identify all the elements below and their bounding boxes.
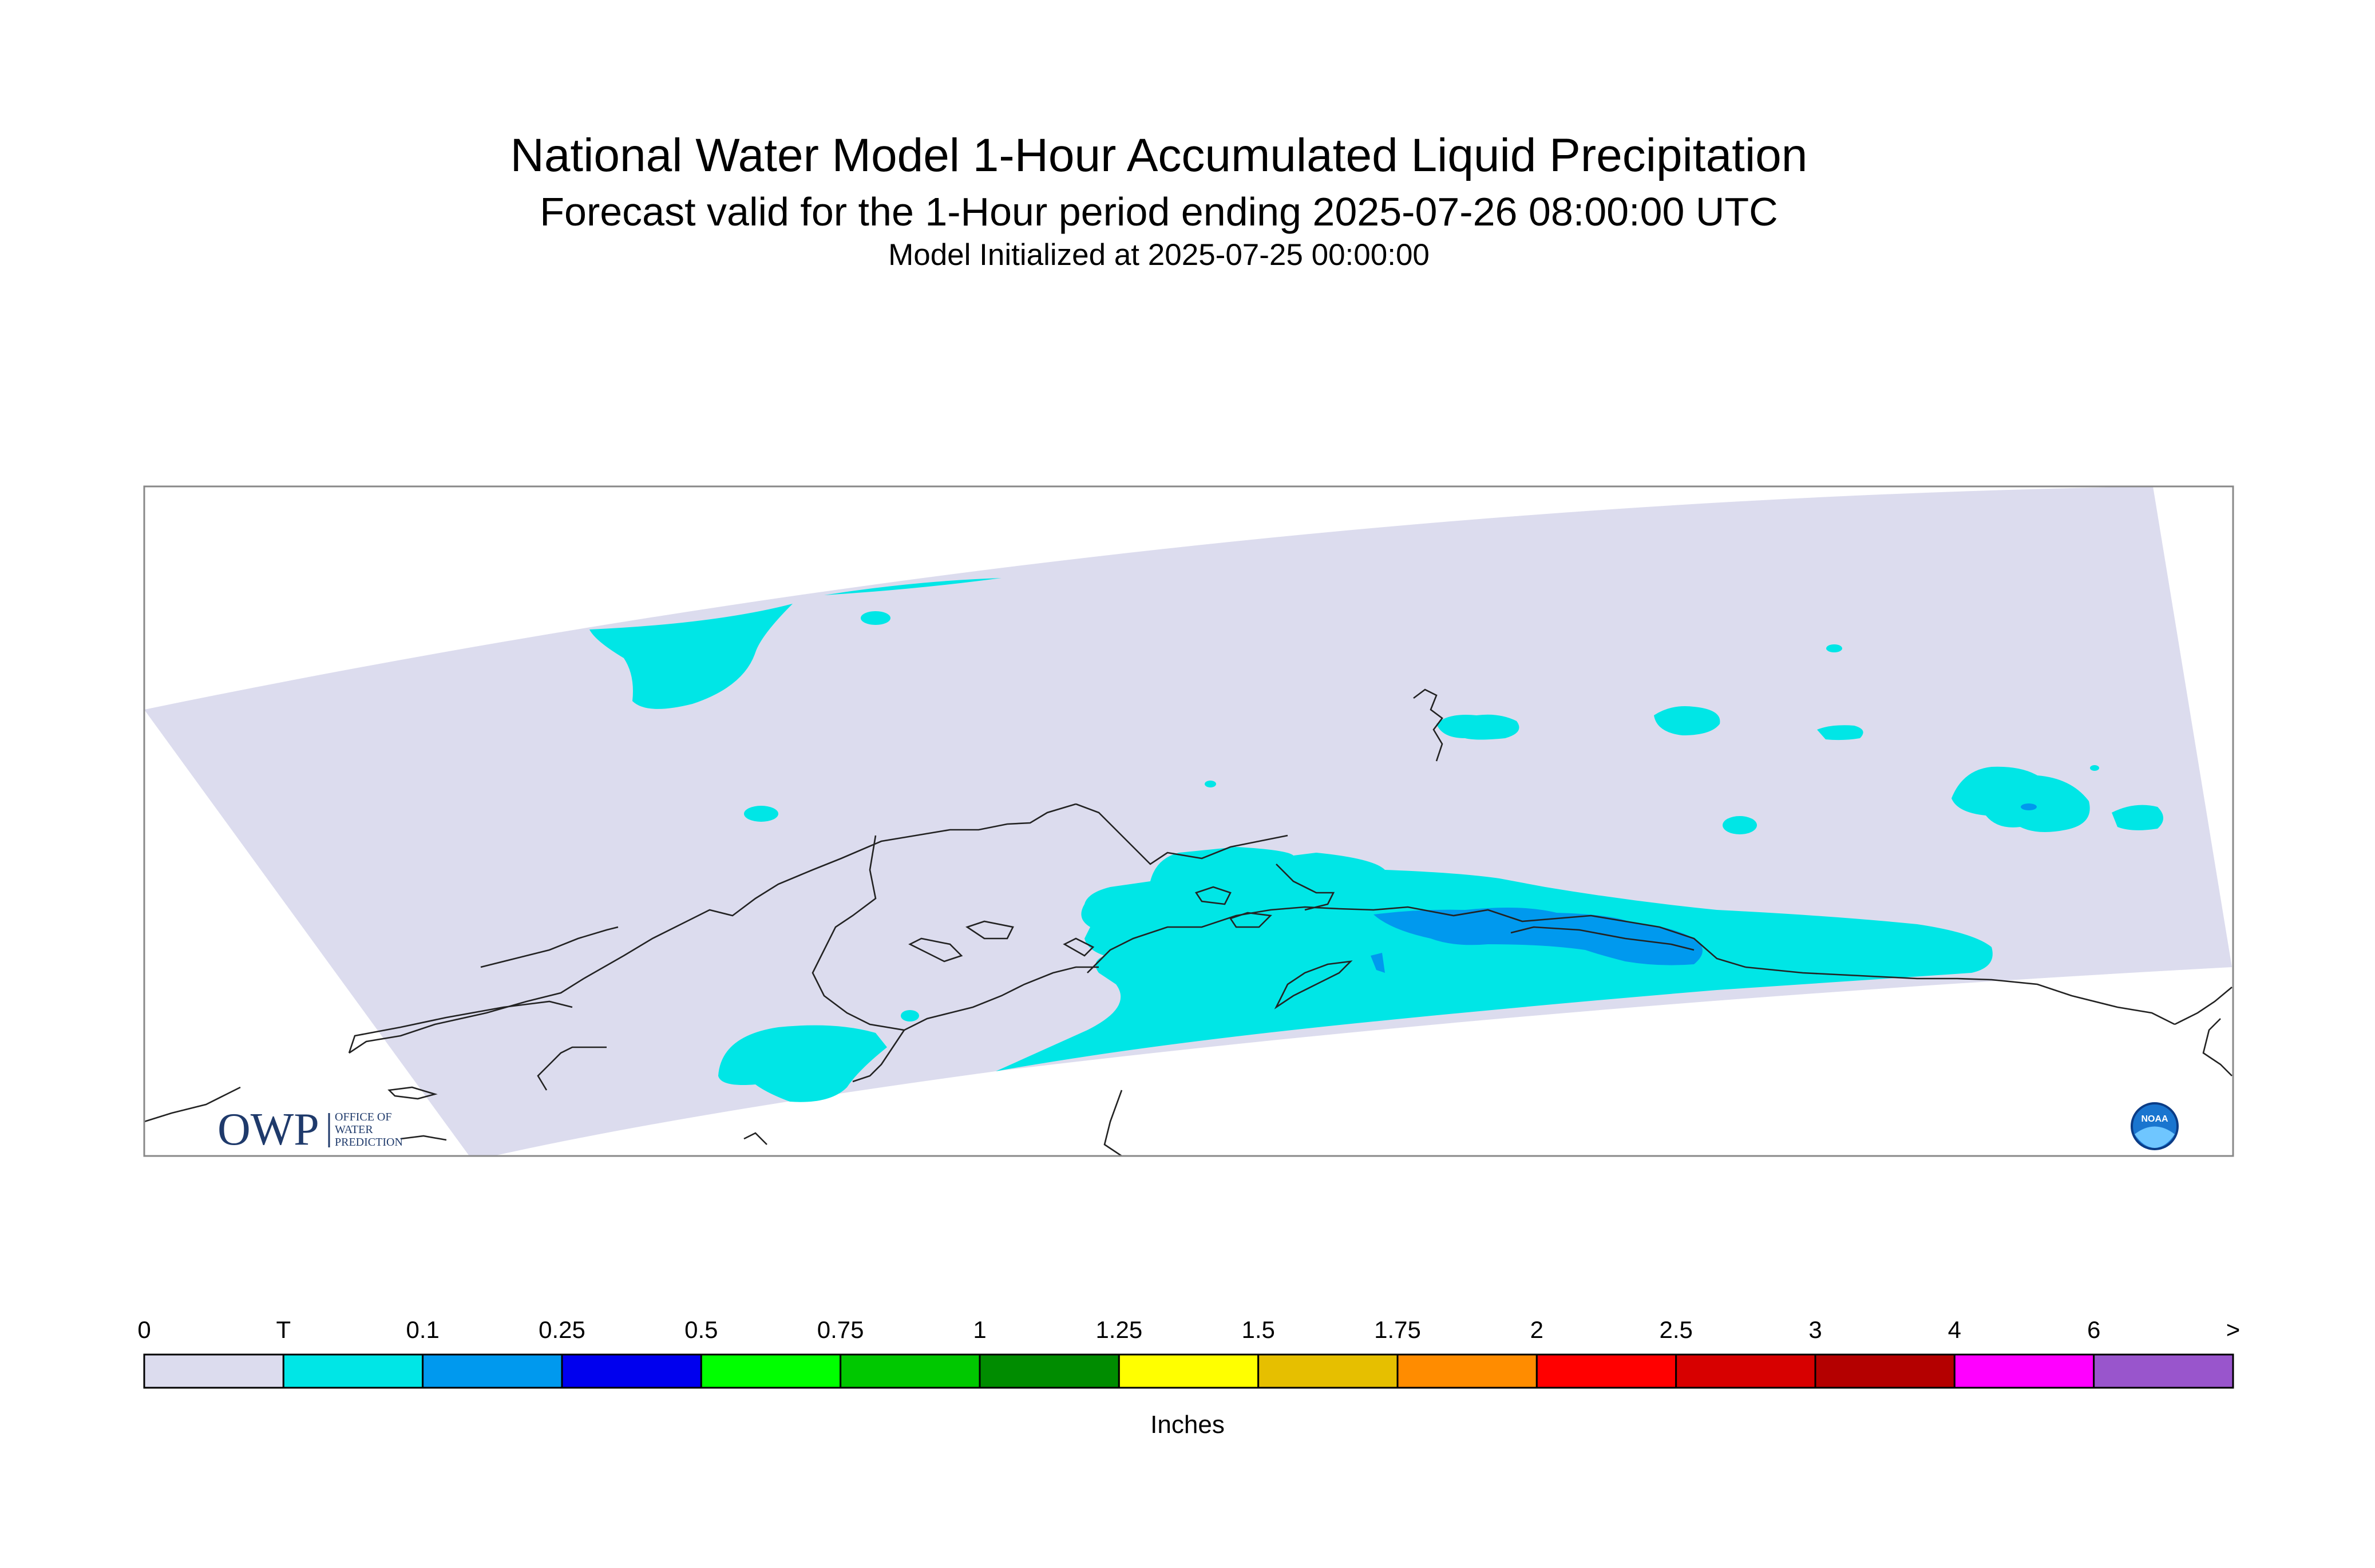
- colorbar-label: 0.1: [406, 1316, 440, 1343]
- colorbar-swatch: [1953, 1353, 2095, 1389]
- owp-logo-sub-2: WATER: [335, 1123, 373, 1136]
- colorbar-swatch: [840, 1353, 981, 1389]
- colorbar-swatch: [1535, 1353, 1677, 1389]
- colorbar-label: 0.5: [684, 1316, 718, 1343]
- colorbar-label: 2: [1530, 1316, 1544, 1343]
- colorbar-label: 6: [2087, 1316, 2101, 1343]
- colorbar-swatch: [1675, 1353, 1816, 1389]
- owp-logo-sub-1: OFFICE OF: [335, 1111, 391, 1123]
- colorbar-label: 3: [1808, 1316, 1822, 1343]
- map-subtitle: Forecast valid for the 1-Hour period end…: [540, 189, 1778, 234]
- colorbar-label: 1.5: [1241, 1316, 1275, 1343]
- owp-logo-text: OWP: [217, 1104, 319, 1155]
- colorbar-label: 0: [137, 1316, 151, 1343]
- colorbar-label: 1: [973, 1316, 987, 1343]
- colorbar: [143, 1353, 2234, 1389]
- light-precip-areas: [1371, 803, 2037, 973]
- colorbar-swatch: [700, 1353, 842, 1389]
- colorbar-label: >: [2226, 1316, 2241, 1343]
- colorbar-label: 2.5: [1659, 1316, 1693, 1343]
- map-frame: [143, 485, 2234, 1157]
- colorbar-swatch: [1396, 1353, 1538, 1389]
- colorbar-swatch: [282, 1353, 424, 1389]
- colorbar-label: 4: [1948, 1316, 1962, 1343]
- noaa-logo: NOAA: [2131, 1102, 2179, 1150]
- colorbar-label: 1.75: [1374, 1316, 1421, 1343]
- colorbar-label: T: [276, 1316, 291, 1343]
- colorbar-swatch: [422, 1353, 563, 1389]
- colorbar-swatch: [979, 1353, 1120, 1389]
- noaa-logo-text: NOAA: [2141, 1114, 2168, 1124]
- colorbar-label: 1.25: [1095, 1316, 1143, 1343]
- coastlines: [144, 688, 2232, 1156]
- colorbar-label: 0.75: [817, 1316, 864, 1343]
- colorbar-label: 0.25: [539, 1316, 585, 1343]
- colorbar-swatch: [1118, 1353, 1260, 1389]
- colorbar-swatch: [2093, 1353, 2234, 1389]
- map-title: National Water Model 1-Hour Accumulated …: [510, 129, 1808, 181]
- colorbar-swatch: [561, 1353, 702, 1389]
- colorbar-swatch: [143, 1353, 284, 1389]
- model-domain: [144, 486, 2232, 1156]
- colorbar-units: Inches: [1150, 1411, 1225, 1439]
- colorbar-swatch: [1814, 1353, 1956, 1389]
- map-area: OWP OFFICE OF WATER PREDICTION: [144, 486, 2232, 1156]
- colorbar-swatch: [1257, 1353, 1399, 1389]
- owp-logo-sub-3: PREDICTION: [335, 1136, 403, 1149]
- init-time: Model Initialized at 2025-07-25 00:00:00: [888, 238, 1430, 272]
- trace-precip-areas: [589, 578, 2163, 1102]
- owp-logo: OWP OFFICE OF WATER PREDICTION: [217, 1104, 403, 1155]
